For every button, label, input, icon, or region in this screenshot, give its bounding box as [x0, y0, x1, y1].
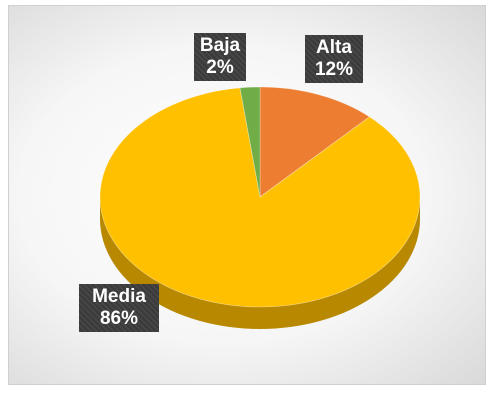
label-percent-baja: 2%: [206, 57, 234, 78]
label-category-baja: Baja: [199, 35, 241, 56]
label-category-alta: Alta: [316, 37, 352, 58]
data-label-media: Media 86%: [79, 284, 159, 332]
pie-side-media: [100, 197, 420, 329]
label-percent-alta: 12%: [314, 59, 354, 80]
data-label-baja: Baja 2%: [194, 33, 246, 81]
pie-top: [99, 86, 421, 308]
pie-slice-baja: [239, 86, 261, 198]
data-label-alta: Alta 12%: [305, 35, 363, 83]
pie-sides: [100, 197, 420, 329]
pie-slice-alta: [259, 86, 371, 198]
pie-slice-media: [99, 87, 421, 308]
label-category-media: Media: [92, 286, 146, 307]
label-percent-media: 86%: [99, 308, 139, 329]
